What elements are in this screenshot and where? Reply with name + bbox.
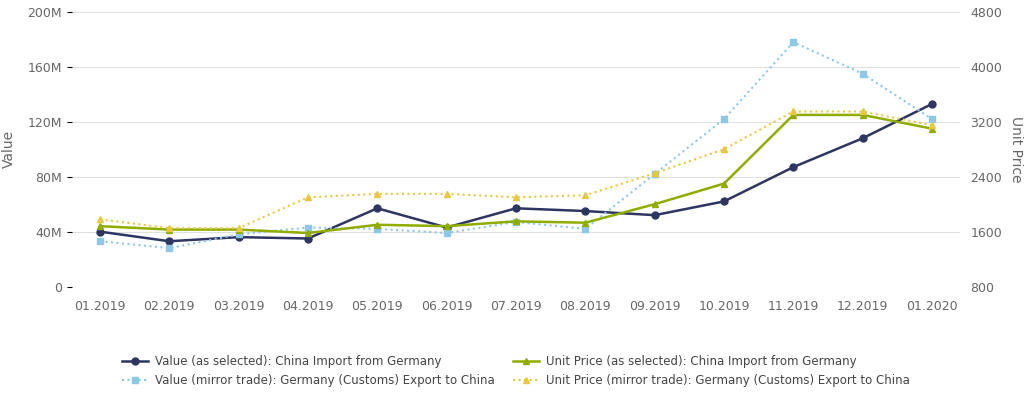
Legend: Value (as selected): China Import from Germany, Value (mirror trade): Germany (C: Value (as selected): China Import from G…	[118, 351, 914, 392]
Y-axis label: Value: Value	[2, 130, 17, 168]
Y-axis label: Unit Price: Unit Price	[1009, 116, 1023, 183]
